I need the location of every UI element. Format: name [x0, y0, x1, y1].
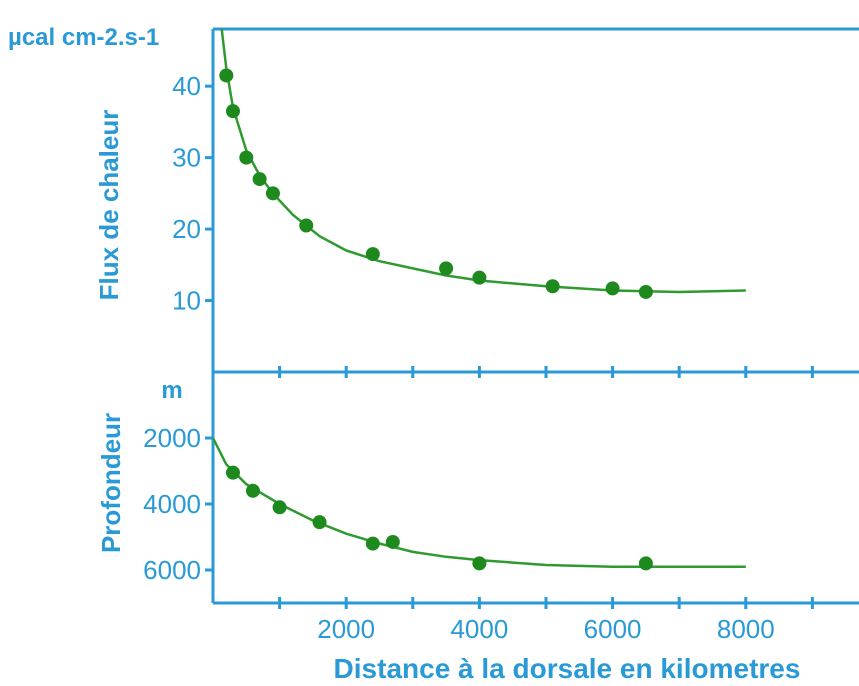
- depth-data-point: [312, 515, 327, 530]
- depth-data-point: [472, 556, 487, 571]
- y-tick-label-flux-10: 10: [172, 286, 201, 316]
- flux-data-point: [239, 150, 254, 165]
- bottom-unit-label: m: [161, 377, 182, 404]
- flux-data-point: [219, 68, 234, 83]
- x-tick-label-4000: 4000: [450, 614, 508, 644]
- top-y-axis-title: Flux de chaleur: [94, 110, 124, 301]
- depth-data-point: [245, 483, 260, 498]
- x-tick-label-6000: 6000: [584, 614, 642, 644]
- flux-data-point: [472, 270, 487, 285]
- flux-data-point: [545, 279, 560, 294]
- x-tick-label-8000: 8000: [717, 614, 775, 644]
- flux-data-point: [605, 281, 620, 296]
- flux-data-point: [439, 261, 454, 276]
- depth-data-point: [638, 556, 653, 571]
- axis-ticks: [205, 84, 814, 609]
- flux-data-point: [252, 172, 267, 187]
- flux-data-point: [265, 186, 280, 201]
- flux-data-point: [299, 218, 314, 233]
- depth-data-point: [272, 500, 287, 515]
- chart-frame: [211, 27, 859, 605]
- y-tick-label-depth-2000: 2000: [143, 423, 201, 453]
- y-tick-label-flux-30: 30: [172, 143, 201, 173]
- depth-data-point: [225, 465, 240, 480]
- x-axis-title: Distance à la dorsale en kilometres: [334, 653, 801, 684]
- bottom-y-axis-title: Profondeur: [96, 413, 126, 553]
- fitted-curves: [211, 28, 746, 568]
- y-tick-label-flux-40: 40: [172, 71, 201, 101]
- depth-fit-curve: [211, 437, 746, 568]
- data-points: [219, 68, 653, 571]
- y-tick-label-flux-20: 20: [172, 214, 201, 244]
- flux-data-point: [225, 104, 240, 119]
- y-tick-label-depth-4000: 4000: [143, 489, 201, 519]
- depth-data-point: [365, 536, 380, 551]
- x-tick-label-2000: 2000: [317, 614, 375, 644]
- flux-data-point: [638, 284, 653, 299]
- flux-fit-curve: [220, 28, 746, 294]
- flux-data-point: [365, 247, 380, 262]
- y-tick-label-depth-6000: 6000: [143, 555, 201, 585]
- top-unit-label: µcal cm-2.s-1: [8, 24, 159, 51]
- axis-tick-labels: 10 20 30 40 2000 4000 6000 2000 4000 6000 8000: [143, 71, 775, 644]
- depth-data-point: [385, 534, 400, 549]
